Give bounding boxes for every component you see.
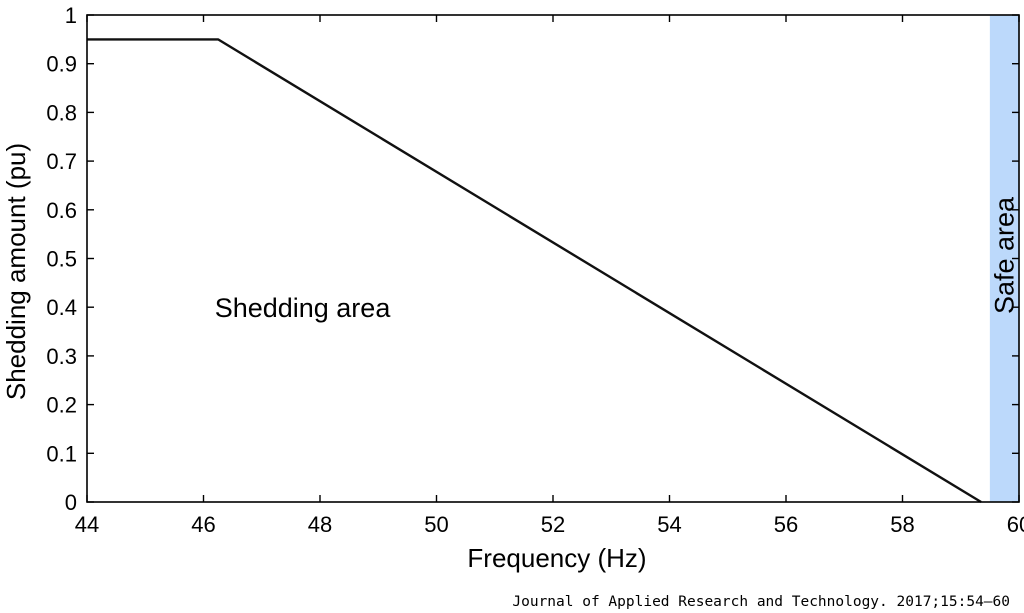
y-tick-label: 0.3 bbox=[46, 344, 77, 369]
x-tick-label: 56 bbox=[774, 512, 798, 537]
safe-area-label: Safe area bbox=[989, 196, 1019, 314]
x-tick-label: 44 bbox=[75, 512, 99, 537]
labels-layer: 44 46 48 50 52 54 56 58 60 0 0.1 0.2 0.3 0.4 0.5 0.6 0.7… bbox=[46, 3, 1024, 537]
y-tick-label: 0.4 bbox=[46, 295, 77, 320]
x-tick-label: 52 bbox=[541, 512, 565, 537]
y-tick-label: 0.5 bbox=[46, 247, 77, 272]
y-tick-label: 0.9 bbox=[46, 52, 77, 77]
y-tick-label: 0 bbox=[65, 490, 77, 515]
axes-box bbox=[86, 14, 1020, 503]
x-tick-label: 54 bbox=[657, 512, 681, 537]
y-tick-label: 1 bbox=[65, 3, 77, 28]
ticks-layer bbox=[86, 14, 1020, 503]
x-tick-label: 60 bbox=[1007, 512, 1024, 537]
x-tick-label: 50 bbox=[424, 512, 448, 537]
x-tick-label: 48 bbox=[308, 512, 332, 537]
x-tick-label: 58 bbox=[890, 512, 914, 537]
x-tick-label: 46 bbox=[191, 512, 215, 537]
x-axis-title: Frequency (Hz) bbox=[467, 543, 646, 573]
y-tick-label: 0.8 bbox=[46, 100, 77, 125]
y-tick-label: 0.2 bbox=[46, 393, 77, 418]
y-tick-label: 0.7 bbox=[46, 149, 77, 174]
y-tick-label: 0.6 bbox=[46, 198, 77, 223]
series-layer bbox=[86, 38, 982, 504]
shedding-area-label: Shedding area bbox=[215, 293, 392, 323]
y-tick-label: 0.1 bbox=[46, 441, 77, 466]
annotations-layer: Shedding area bbox=[215, 293, 392, 323]
y-axis-title: Shedding amount (pu) bbox=[1, 143, 31, 400]
series-line bbox=[87, 38, 982, 504]
citation: Journal of Applied Research and Technolo… bbox=[512, 594, 1010, 610]
